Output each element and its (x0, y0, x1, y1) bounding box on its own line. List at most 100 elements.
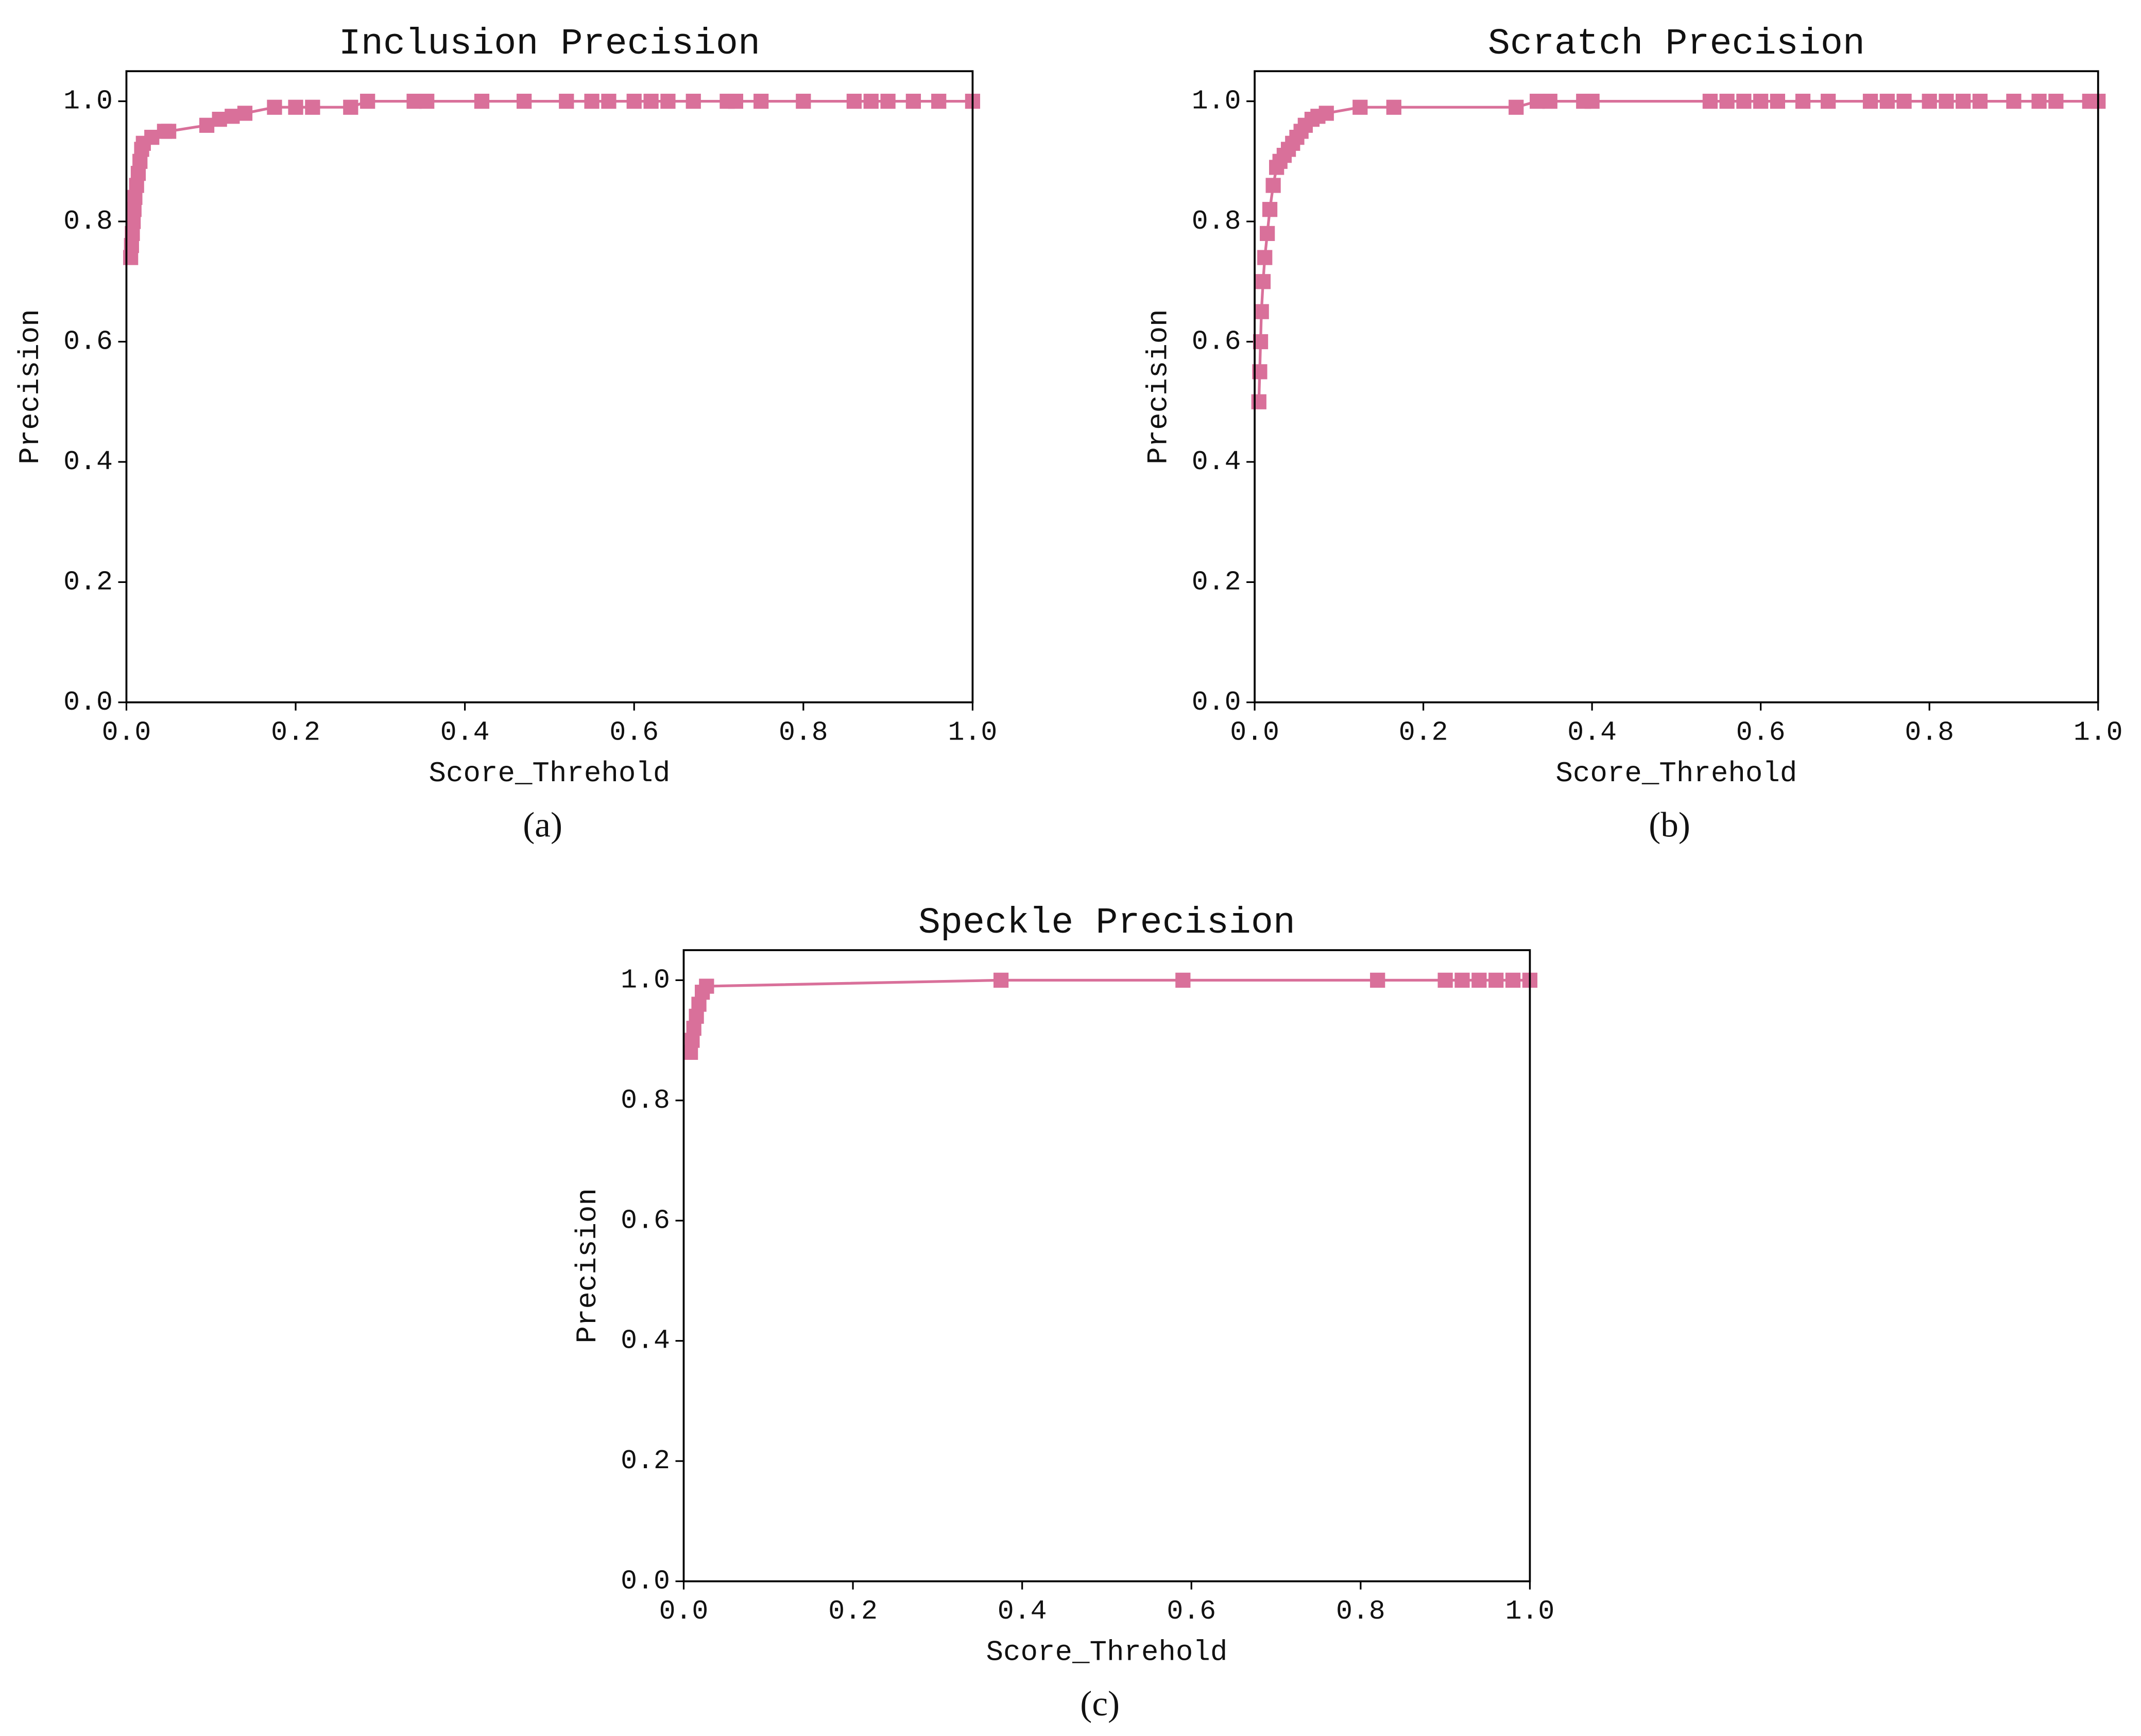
marker (360, 93, 375, 109)
marker (863, 93, 879, 109)
marker (517, 93, 532, 109)
marker (1260, 226, 1275, 242)
x-tick-label: 0.8 (779, 717, 828, 748)
y-tick-label: 1.0 (63, 86, 113, 117)
y-tick-label: 0.8 (63, 206, 113, 237)
marker (1318, 106, 1334, 121)
marker (1488, 972, 1504, 988)
marker (699, 978, 714, 994)
marker (1542, 93, 1557, 109)
chart-title: Inclusion Precision (339, 23, 760, 65)
y-tick-label: 0.6 (621, 1205, 670, 1236)
marker (1255, 274, 1271, 289)
marker (406, 93, 422, 109)
marker (753, 93, 769, 109)
marker (225, 109, 240, 124)
line (689, 978, 1530, 1053)
marker (728, 93, 744, 109)
x-tick-label: 1.0 (1505, 1596, 1555, 1627)
x-tick-label: 0.2 (1399, 717, 1448, 748)
marker (1922, 93, 1937, 109)
marker (601, 93, 616, 109)
marker (1719, 93, 1735, 109)
y-tick-label: 0.6 (1192, 326, 1241, 357)
marker (1879, 93, 1895, 109)
marker (1251, 394, 1266, 409)
marker (1956, 93, 1971, 109)
y-tick-label: 1.0 (1192, 86, 1241, 117)
marker (288, 99, 303, 115)
marker (1770, 93, 1786, 109)
marker (343, 99, 358, 115)
y-tick-label: 0.0 (621, 1566, 670, 1597)
x-tick-label: 0.8 (1905, 717, 1954, 748)
marker (1530, 93, 1545, 109)
y-tick-label: 0.2 (621, 1446, 670, 1476)
y-tick-label: 0.4 (1192, 446, 1241, 477)
marker (1753, 93, 1769, 109)
y-tick-label: 0.2 (1192, 566, 1241, 597)
x-tick-label: 0.0 (659, 1596, 709, 1627)
axes-frame (1254, 70, 2099, 703)
y-tick-label: 0.2 (63, 566, 113, 597)
marker (1370, 972, 1385, 988)
y-tick-label: 0.6 (63, 326, 113, 357)
marker (1175, 972, 1191, 988)
marker (993, 972, 1009, 988)
marker (626, 93, 642, 109)
marker (1972, 93, 1988, 109)
y-axis-label: Precision (1143, 309, 1175, 464)
line (129, 99, 973, 258)
y-tick-label: 0.0 (1192, 687, 1241, 718)
x-tick-label: 0.0 (102, 717, 151, 748)
line (1257, 99, 2098, 402)
y-tick-label: 0.8 (621, 1085, 670, 1116)
x-tick-label: 0.2 (271, 717, 320, 748)
x-axis-label: Score_Threhold (986, 1637, 1227, 1669)
marker (1939, 93, 1954, 109)
y-tick-label: 0.8 (1192, 206, 1241, 237)
marker (1386, 99, 1401, 115)
marker (559, 93, 574, 109)
subcaption: (b) (1649, 804, 1690, 844)
axes-frame (125, 70, 974, 703)
marker (1262, 202, 1278, 217)
marker (905, 93, 921, 109)
marker (1257, 250, 1273, 265)
y-axis-label: Precision (14, 309, 47, 464)
y-tick-label: 0.4 (621, 1326, 670, 1356)
marker (880, 93, 896, 109)
marker (1821, 93, 1836, 109)
axes-frame (682, 949, 1531, 1583)
marker (1352, 99, 1368, 115)
marker (237, 106, 253, 121)
marker (1454, 972, 1470, 988)
x-tick-label: 0.6 (609, 717, 659, 748)
chart-title: Scratch Precision (1488, 23, 1865, 65)
x-axis-label: Score_Threhold (1555, 758, 1797, 790)
x-tick-label: 0.4 (1567, 717, 1617, 748)
marker (1265, 178, 1281, 193)
marker (144, 130, 160, 145)
marker (1736, 93, 1752, 109)
marker (643, 93, 659, 109)
chart-title: Speckle Precision (918, 902, 1295, 944)
x-tick-label: 0.8 (1336, 1596, 1385, 1627)
marker (199, 117, 215, 133)
marker (1584, 93, 1600, 109)
marker (846, 93, 862, 109)
x-axis-label: Score_Threhold (429, 758, 670, 790)
marker (686, 93, 701, 109)
marker (1795, 93, 1811, 109)
marker (796, 93, 811, 109)
marker (584, 93, 600, 109)
subcaption: (c) (1080, 1683, 1120, 1723)
marker (931, 93, 947, 109)
y-tick-label: 1.0 (621, 965, 670, 995)
marker (1862, 93, 1878, 109)
x-tick-label: 0.4 (440, 717, 490, 748)
marker (212, 111, 227, 127)
marker (267, 99, 282, 115)
